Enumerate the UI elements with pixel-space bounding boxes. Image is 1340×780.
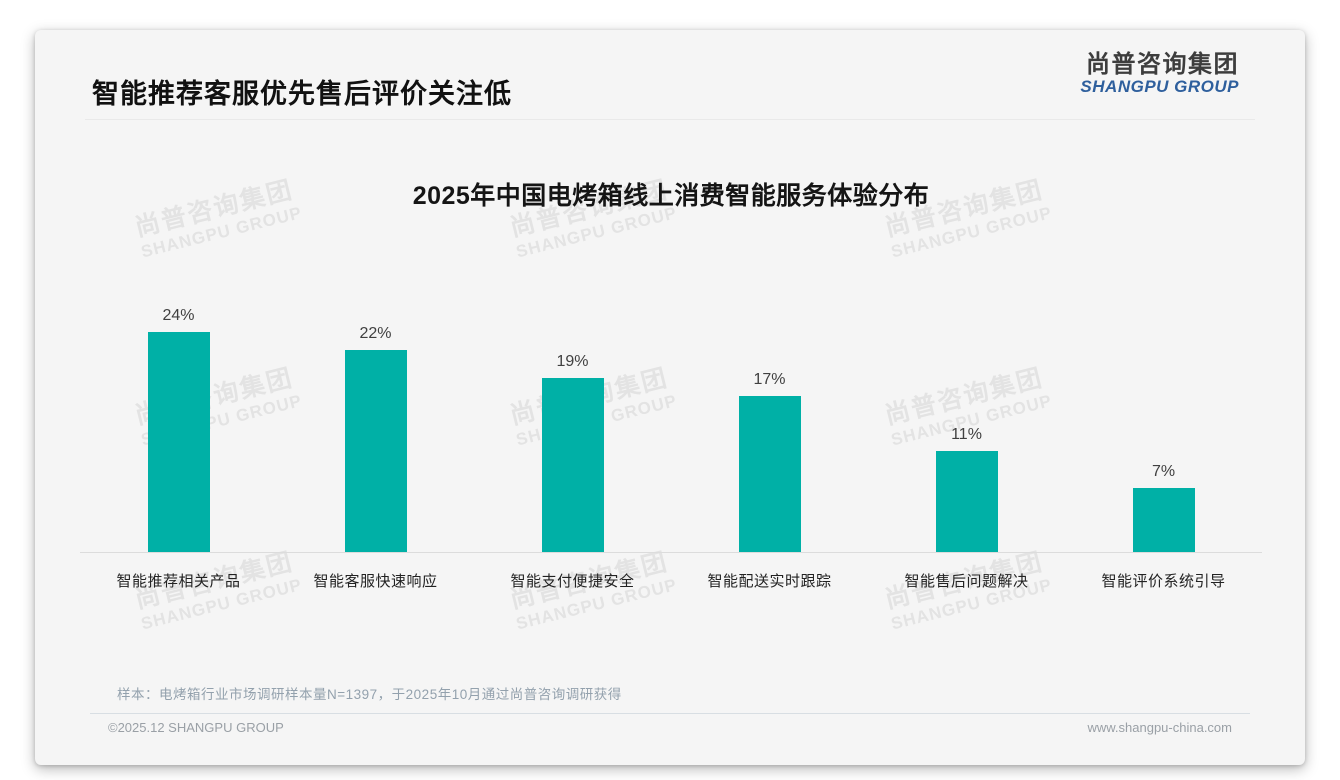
chart-column: 19% xyxy=(474,260,671,552)
chart-column: 17% xyxy=(671,260,868,552)
header-divider xyxy=(85,119,1255,120)
bar xyxy=(541,378,604,552)
category-label: 智能客服快速响应 xyxy=(313,573,438,590)
bar-value-label: 17% xyxy=(753,371,786,388)
slide-footer: ©2025.12 SHANGPU GROUP www.shangpu-china… xyxy=(108,720,1232,735)
chart-column: 7% xyxy=(1065,260,1262,552)
bar xyxy=(1132,488,1195,552)
category-label: 智能评价系统引导 xyxy=(1101,573,1226,590)
logo-cn-text: 尚普咨询集团 xyxy=(1086,51,1239,78)
chart-title: 2025年中国电烤箱线上消费智能服务体验分布 xyxy=(412,182,930,210)
sample-note: 样本：电烤箱行业市场调研样本量N=1397，于2025年10月通过尚普咨询调研获… xyxy=(117,687,622,702)
chart-column: 11% xyxy=(868,260,1065,552)
category-label: 智能配送实时跟踪 xyxy=(707,573,832,590)
logo-en-text: SHANGPU GROUP xyxy=(1080,77,1239,97)
slide-card: 尚普咨询集团 SHANGPU GROUP 尚普咨询集团 SHANGPU GROUP 尚普… xyxy=(35,30,1305,765)
page-title: 智能推荐客服优先售后评价关注低 xyxy=(92,79,512,109)
bar xyxy=(738,396,801,552)
bar xyxy=(344,350,407,552)
bar-value-label: 22% xyxy=(359,325,392,342)
company-logo: 尚普咨询集团 SHANGPU GROUP xyxy=(1080,52,1239,97)
category-axis-labels: 智能推荐相关产品 智能客服快速响应 智能支付便捷安全 智能配送实时跟踪 智能售后问题解决… xyxy=(80,570,1262,591)
bar xyxy=(935,451,998,552)
bar-value-label: 19% xyxy=(556,353,589,370)
bar-value-label: 7% xyxy=(1151,463,1176,480)
bar-chart-plot-area: 24% 22% 19% 17% 11% 7% xyxy=(80,260,1262,553)
category-label: 智能支付便捷安全 xyxy=(510,573,635,590)
bar-value-label: 24% xyxy=(162,307,195,324)
bar-value-label: 11% xyxy=(951,426,982,443)
chart-column: 24% xyxy=(80,260,277,552)
slide-header: 智能推荐客服优先售后评价关注低 尚普咨询集团 SHANGPU GROUP xyxy=(35,30,1305,120)
chart-column: 22% xyxy=(277,260,474,552)
category-label: 智能售后问题解决 xyxy=(904,573,1029,590)
category-label: 智能推荐相关产品 xyxy=(116,573,241,590)
footer-divider xyxy=(90,713,1250,714)
website-text: www.shangpu-china.com xyxy=(1087,720,1232,735)
bar xyxy=(147,332,210,552)
copyright-text: ©2025.12 SHANGPU GROUP xyxy=(108,720,284,735)
